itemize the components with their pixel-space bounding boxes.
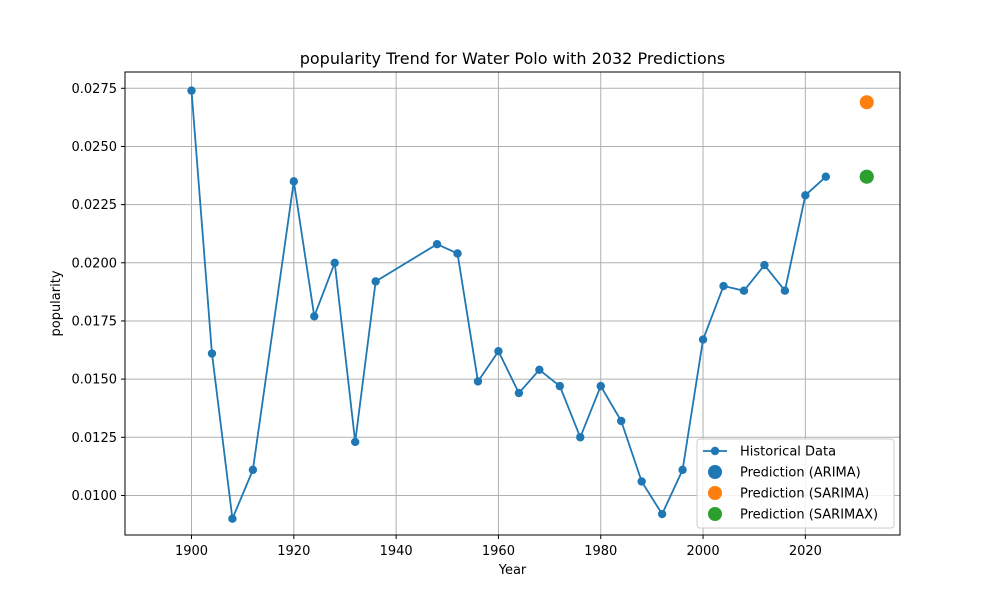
historical-data-point — [514, 388, 524, 398]
legend-label-prediction-sarimax: Prediction (SARIMAX) — [740, 508, 878, 523]
historical-data-point — [494, 346, 503, 356]
historical-data-point — [596, 381, 605, 391]
x-axis-label: Year — [498, 563, 527, 578]
historical-data-point — [473, 377, 483, 386]
historical-data-point — [228, 514, 237, 523]
legend-swatch-prediction-sarimax — [708, 507, 722, 521]
historical-data-point — [576, 433, 585, 442]
historical-data-point — [698, 335, 708, 344]
x-tick-label: 1900 — [175, 544, 208, 559]
x-tick-label: 2000 — [687, 544, 720, 559]
prediction-sarimax-point — [859, 169, 874, 184]
historical-data-point — [555, 381, 565, 391]
y-tick-label: 0.0225 — [72, 198, 118, 213]
historical-data-point — [719, 281, 728, 291]
historical-data-point — [371, 277, 380, 286]
y-tick-label: 0.0175 — [72, 314, 118, 329]
historical-data-point — [535, 365, 544, 375]
plot-area — [187, 86, 874, 523]
x-tick-label: 1940 — [380, 544, 413, 559]
x-axis: 1900 1920 1940 1960 1980 2000 2020 — [175, 535, 822, 559]
y-tick-label: 0.0150 — [72, 373, 118, 388]
legend-label-historical-data: Historical Data — [740, 445, 836, 460]
historical-data-point — [248, 465, 258, 475]
historical-data-point — [780, 286, 790, 295]
historical-data-point — [637, 477, 646, 486]
y-tick-label: 0.0100 — [72, 489, 118, 504]
y-tick-label: 0.0250 — [72, 140, 118, 155]
historical-data-point — [617, 416, 626, 426]
y-tick-label: 0.0275 — [72, 82, 118, 97]
historical-data-point — [678, 465, 687, 475]
legend-swatch-prediction-sarima — [708, 486, 722, 500]
historical-data-point — [330, 258, 339, 267]
historical-data-point — [310, 312, 319, 321]
historical-data-point — [453, 249, 462, 258]
chart-title: popularity Trend for Water Polo with 203… — [300, 49, 726, 68]
legend-box — [696, 438, 895, 529]
y-axis-label: popularity — [49, 270, 64, 336]
legend-label-prediction-arima: Prediction (ARIMA) — [740, 466, 861, 481]
historical-data-point — [760, 260, 769, 270]
x-tick-label: 2020 — [789, 544, 822, 559]
historical-data-point — [432, 239, 442, 249]
prediction-sarima-point — [859, 95, 874, 110]
historical-data-point — [801, 191, 810, 200]
historical-data-point — [350, 437, 360, 447]
historical-data-point — [821, 172, 831, 181]
historical-data-point — [187, 86, 196, 95]
legend-swatch-prediction-arima — [708, 465, 722, 479]
historical-data-point — [657, 509, 667, 519]
historical-data-point — [207, 349, 217, 358]
x-tick-label: 1920 — [277, 544, 310, 559]
historical-data-point — [739, 286, 749, 295]
y-tick-label: 0.0200 — [72, 256, 118, 271]
historical-data-point — [289, 177, 299, 186]
legend-swatch-marker — [710, 446, 720, 456]
x-tick-label: 1980 — [584, 544, 617, 559]
legend: Historical Data Prediction (ARIMA) Predict… — [696, 438, 895, 529]
y-axis: 0.0100 0.0125 0.0150 0.0175 0.0200 0.0225 0.02… — [72, 82, 125, 504]
y-tick-label: 0.0125 — [72, 431, 118, 446]
axes-frame — [124, 71, 901, 536]
legend-label-prediction-sarima: Prediction (SARIMA) — [740, 487, 869, 502]
x-tick-label: 1960 — [482, 544, 515, 559]
